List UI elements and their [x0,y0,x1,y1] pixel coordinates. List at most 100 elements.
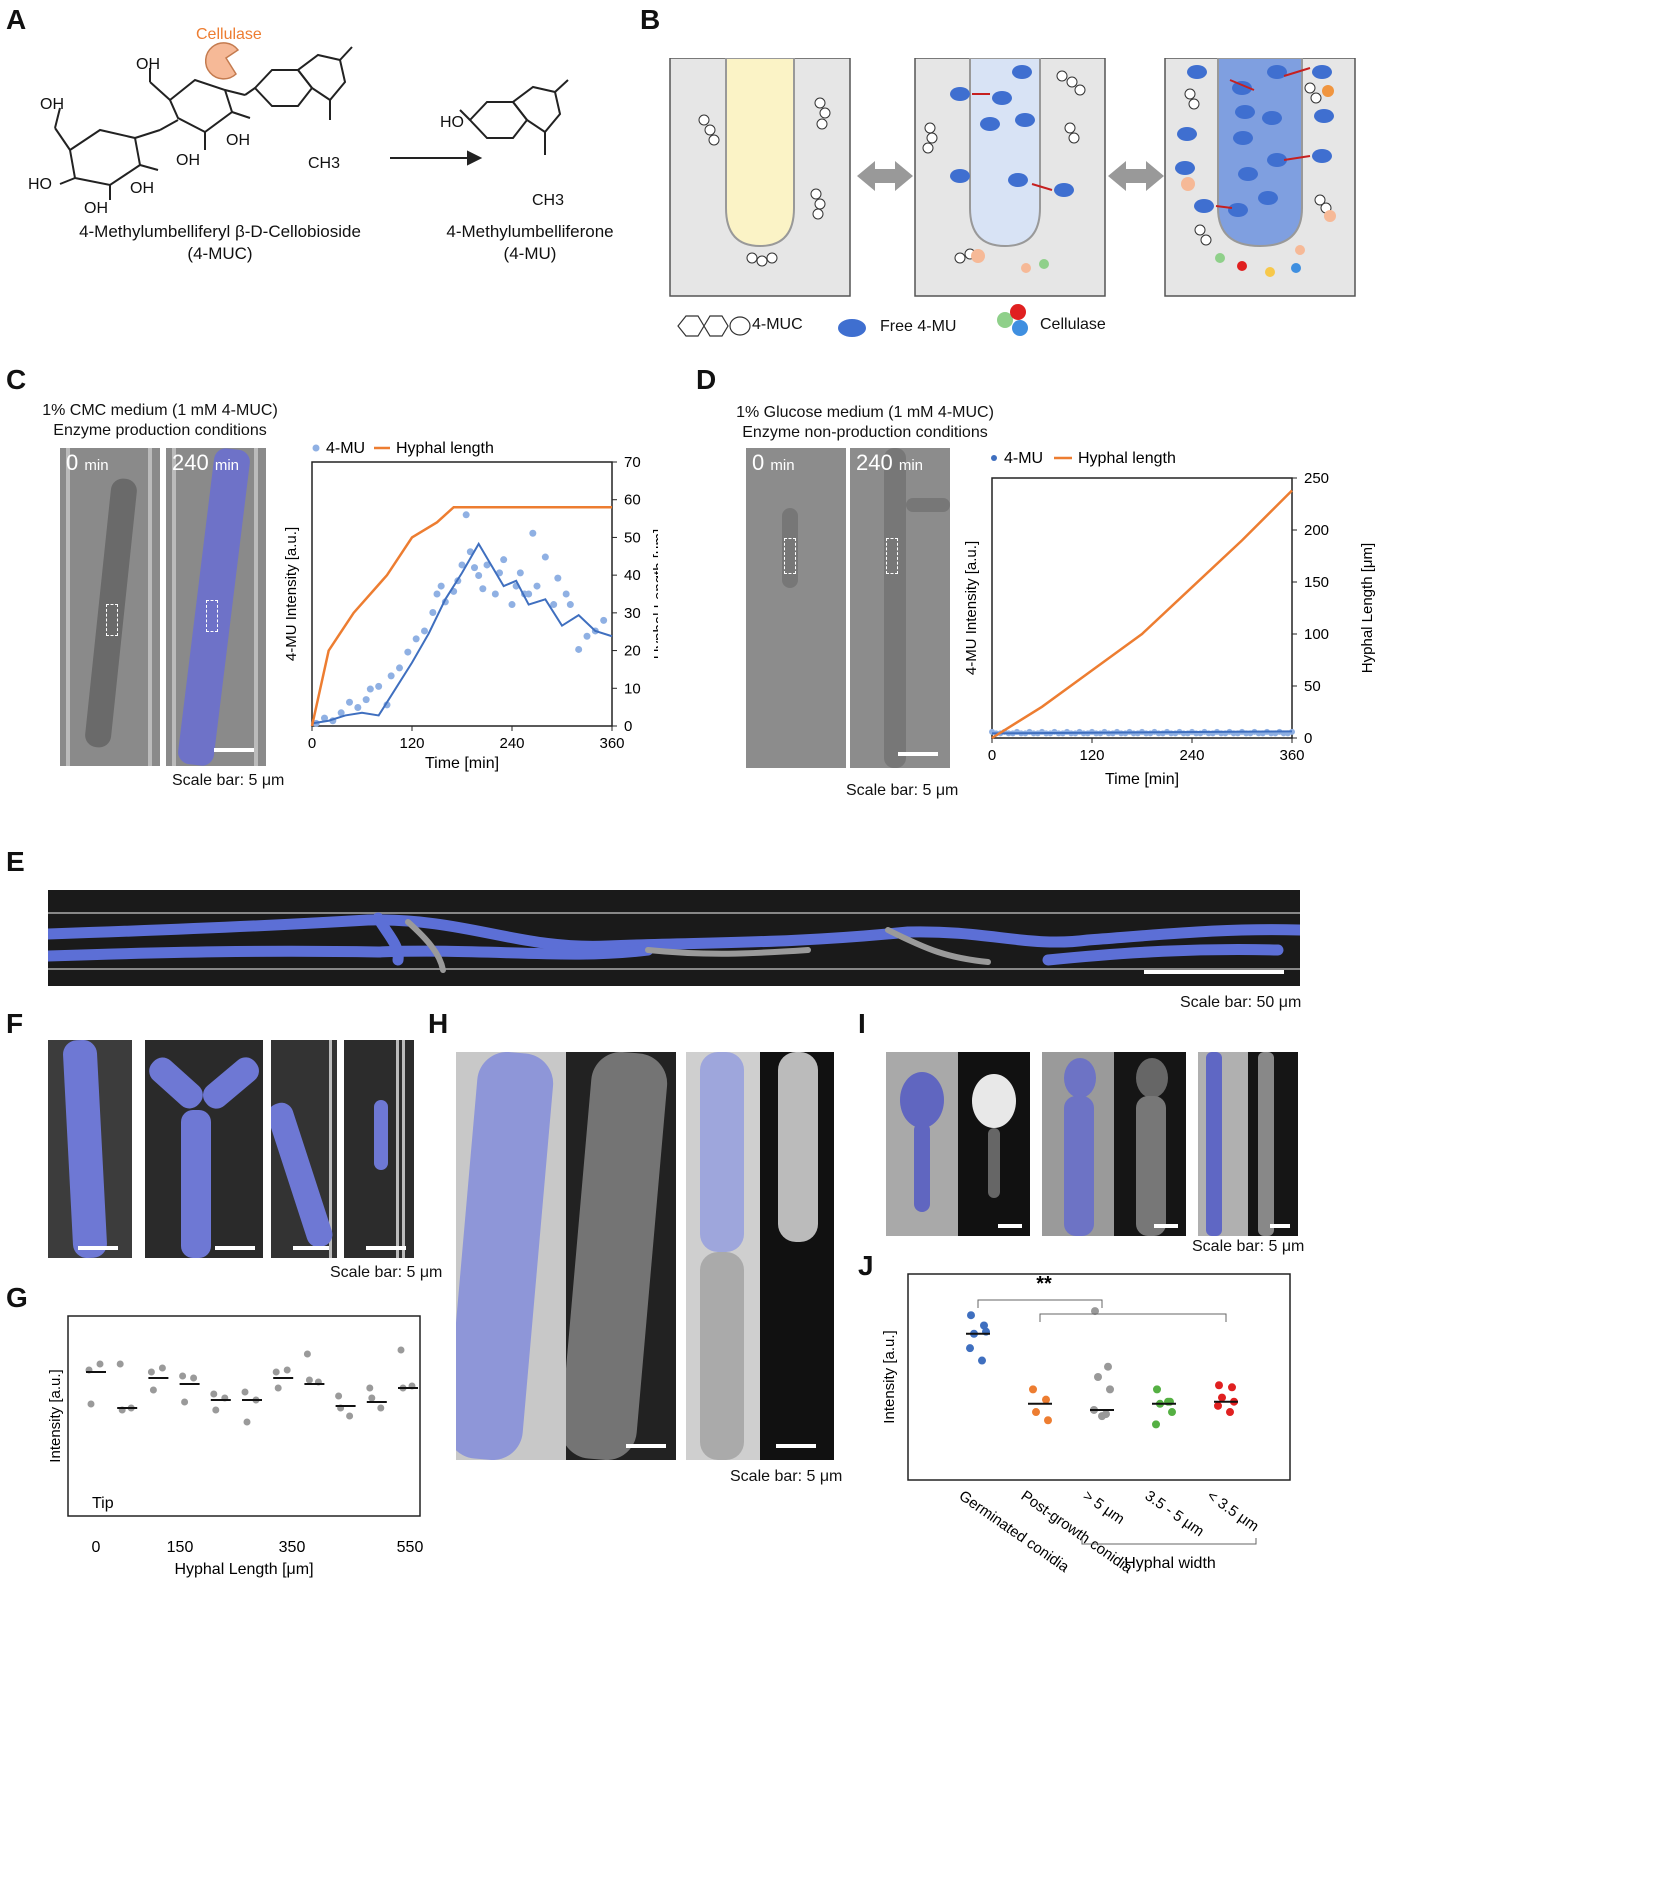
chart-j-frame [907,1273,1291,1481]
chart-d-ytick-label: 250 [1304,470,1329,487]
chart-c-legend-mu: 4-MU [326,440,365,457]
chart-j-group-bracket [1081,1538,1257,1545]
chart-d-ylabel-right: Hyphal Length [μm] [1359,543,1376,673]
chart-g-xtick-label: 0 [92,1539,101,1556]
chart-c-point [462,511,470,519]
chart-d-ylabel-left: 4-MU Intensity [a.u.] [963,541,980,675]
scale-text-i: Scale bar: 5 μm [1192,1238,1305,1255]
chart-d-xlabel: Time [min] [1105,771,1179,788]
atom-ho-2: HO [440,114,464,131]
chart-c-point [475,572,483,580]
panel-label-c: C [6,364,27,395]
panel-label-a: A [6,4,27,35]
chart-c-point [575,645,583,653]
micrograph-i-2-merge [1042,1052,1114,1236]
chart-g-point [116,1360,124,1368]
micrograph-i-3-merge [1198,1052,1248,1236]
chart-d-ytick-label: 0 [1304,730,1312,747]
chart-c-frame [311,461,613,727]
condition-d-line2: Enzyme non-production conditions [742,424,988,441]
chart-d-xtick-label: 0 [988,747,996,764]
chart-g-point [377,1404,385,1412]
chemical-reaction-diagram [54,42,569,200]
scale-text-c: Scale bar: 5 μm [172,772,285,789]
chart-j-point [1032,1408,1040,1417]
micrograph-i-3-fluo [1248,1052,1298,1236]
substrate-abbr: (4-MUC) [187,244,253,263]
chart-g-point [366,1384,374,1392]
chart-c-xlabel: Time [min] [425,755,499,772]
chart-c-point [491,590,499,598]
chart-c-point [362,696,370,704]
chart-c-point [458,561,466,569]
atom-oh-2: OH [136,56,160,73]
product-abbr: (4-MU) [503,244,557,263]
chart-g-xtick-label: 550 [397,1539,424,1556]
chart-g-point [181,1398,189,1406]
chart-g-point [305,1376,313,1384]
chart-j-point [1098,1412,1106,1421]
chart-c-point [375,682,383,690]
chart-c-point [433,590,441,598]
micrograph-d-0min: 0 min [746,448,846,768]
chart-g-xlabel: Hyphal Length [μm] [174,1561,313,1578]
chart-d-frame [991,477,1293,739]
chart-c-point [412,635,420,643]
chart-c-ytick-label: 60 [624,492,641,509]
chart-d-ytick-label: 100 [1304,626,1329,643]
micrograph-c-0min: 0 min [60,448,160,766]
chart-d-legend-length: Hyphal length [1078,450,1176,467]
chart-j: ** Intensity [a.u.] Germinated conidiaPost… [881,1273,1291,1577]
chart-c-point [500,556,508,564]
time-c-240: 240 [172,450,209,475]
chart-j-group-label: Hyphal width [1124,1555,1216,1572]
atom-oh-3: OH [130,180,154,197]
time-c-0-unit: min [84,457,109,474]
micrograph-f-4 [344,1040,414,1258]
chart-c-point [562,590,570,598]
chart-j-point [1042,1395,1050,1404]
chart-j-point [1168,1408,1176,1417]
micrograph-h-1-fluo [566,1052,676,1460]
chart-j-point [1094,1373,1102,1381]
micrograph-e-network [48,890,1300,986]
chart-j-point [966,1344,974,1353]
panel-label-d: D [696,364,717,395]
chart-j-ylabel: Intensity [a.u.] [881,1330,898,1423]
chart-g-point [190,1374,198,1382]
chart-j-point [1091,1307,1099,1316]
chart-d-xtick-label: 120 [1079,747,1104,764]
chart-g-xtick-label: 350 [279,1539,306,1556]
chart-d-length-line [991,489,1293,740]
chart-g-point [272,1368,280,1376]
chart-g-annotation: Tip [92,1495,114,1512]
substrate-name: 4-Methylumbelliferyl β-D-Cellobioside [79,222,361,241]
chart-c-ytick-label: 0 [624,718,632,735]
micrograph-h-2-merge [686,1052,760,1460]
time-d-240: 240 [856,450,893,475]
chart-c-point [541,553,549,561]
chart-c-ytick-label: 40 [624,567,641,584]
micrograph-i-1-fluo [958,1052,1030,1236]
chart-j-category-label: > 5 μm [1080,1487,1128,1528]
time-c-0: 0 [66,450,79,475]
time-c-240-unit: min [214,457,240,474]
chart-g-point [212,1406,220,1414]
chart-j-significance: ** [1036,1273,1052,1295]
chart-j-point [978,1356,986,1365]
chart-j-point [967,1311,975,1320]
chart-c-point [337,709,345,717]
chart-j-point [1044,1416,1052,1425]
chart-c-point [346,698,353,706]
chart-c-point [429,608,437,616]
scale-bar-d [898,752,938,756]
chart-g-point [274,1384,282,1392]
atom-ch3-1: CH3 [308,155,341,172]
condition-d-line1: 1% Glucose medium (1 mM 4-MUC) [736,404,994,421]
chart-j-point [1153,1385,1161,1394]
scale-text-e: Scale bar: 50 μm [1180,994,1302,1011]
chart-c-point [508,601,516,609]
chart-g-point [303,1350,311,1358]
